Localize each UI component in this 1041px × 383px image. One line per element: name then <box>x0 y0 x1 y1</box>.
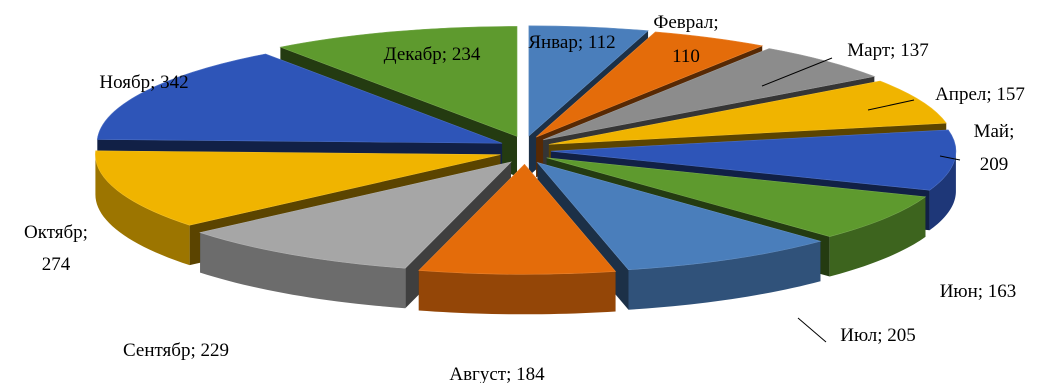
slice-top-face <box>528 25 649 137</box>
pie-slices <box>95 25 957 315</box>
slice-top-face <box>548 80 947 145</box>
data-label-line: 209 <box>980 154 1009 175</box>
data-label-line: Декабр; 234 <box>384 44 481 65</box>
leader-line-3 <box>761 57 833 87</box>
data-label-line: 110 <box>672 46 700 67</box>
data-label-1: Январ; 112 <box>528 32 615 53</box>
data-label-4: Апрел; 157 <box>935 84 1025 105</box>
data-label-6: Июн; 163 <box>940 281 1017 302</box>
leader-line-7 <box>797 317 827 343</box>
leader-lines <box>761 57 961 343</box>
slice-top-face <box>543 48 876 141</box>
data-label-12: Декабр; 234 <box>384 44 481 65</box>
data-label-2: Феврал; 110 <box>653 12 718 67</box>
data-label-line: Август; 184 <box>449 364 545 383</box>
data-label-line: Июн; 163 <box>940 281 1017 302</box>
pie-slice-8 <box>418 163 617 315</box>
data-label-9: Сентябр; 229 <box>123 340 229 361</box>
data-label-line: Январ; 112 <box>528 32 615 53</box>
slice-top-face <box>418 163 617 275</box>
slice-top-face <box>546 157 927 237</box>
slice-top-face <box>536 31 764 138</box>
data-label-line: Май; <box>974 121 1015 142</box>
leader-line-4 <box>867 99 915 111</box>
slice-top-face <box>536 161 822 271</box>
leader-line-5 <box>939 155 961 161</box>
data-label-line: Март; 137 <box>847 40 928 61</box>
slice-outer-wall <box>628 241 821 310</box>
slice-top-face <box>550 129 957 191</box>
data-label-line: Ноябр; 342 <box>99 72 188 93</box>
slice-outer-wall <box>418 270 616 315</box>
data-label-line: Апрел; 157 <box>935 84 1025 105</box>
slice-top-face <box>279 26 518 137</box>
slice-top-face <box>96 53 503 144</box>
data-label-11: Ноябр; 342 <box>99 72 188 93</box>
slice-outer-wall <box>200 232 406 309</box>
data-label-7: Июл; 205 <box>840 325 915 346</box>
data-label-line: Феврал; <box>653 12 718 33</box>
data-label-10: Октябр; 274 <box>24 222 88 275</box>
slice-top-face <box>95 150 501 226</box>
data-label-line: 274 <box>42 254 71 275</box>
data-label-5: Май; 209 <box>974 121 1015 175</box>
data-label-3: Март; 137 <box>847 40 928 61</box>
slice-outer-wall <box>95 154 190 266</box>
data-label-line: Октябр; <box>24 222 88 243</box>
data-label-line: Июл; 205 <box>840 325 915 346</box>
slice-outer-wall <box>829 196 926 277</box>
data-labels: Январ; 112 Феврал; 110 Март; 137 Апрел; 157 М… <box>24 12 1025 383</box>
data-label-8: Август; 184 <box>449 364 545 383</box>
slice-top-face <box>199 161 512 269</box>
data-label-line: Сентябр; 229 <box>123 340 229 361</box>
